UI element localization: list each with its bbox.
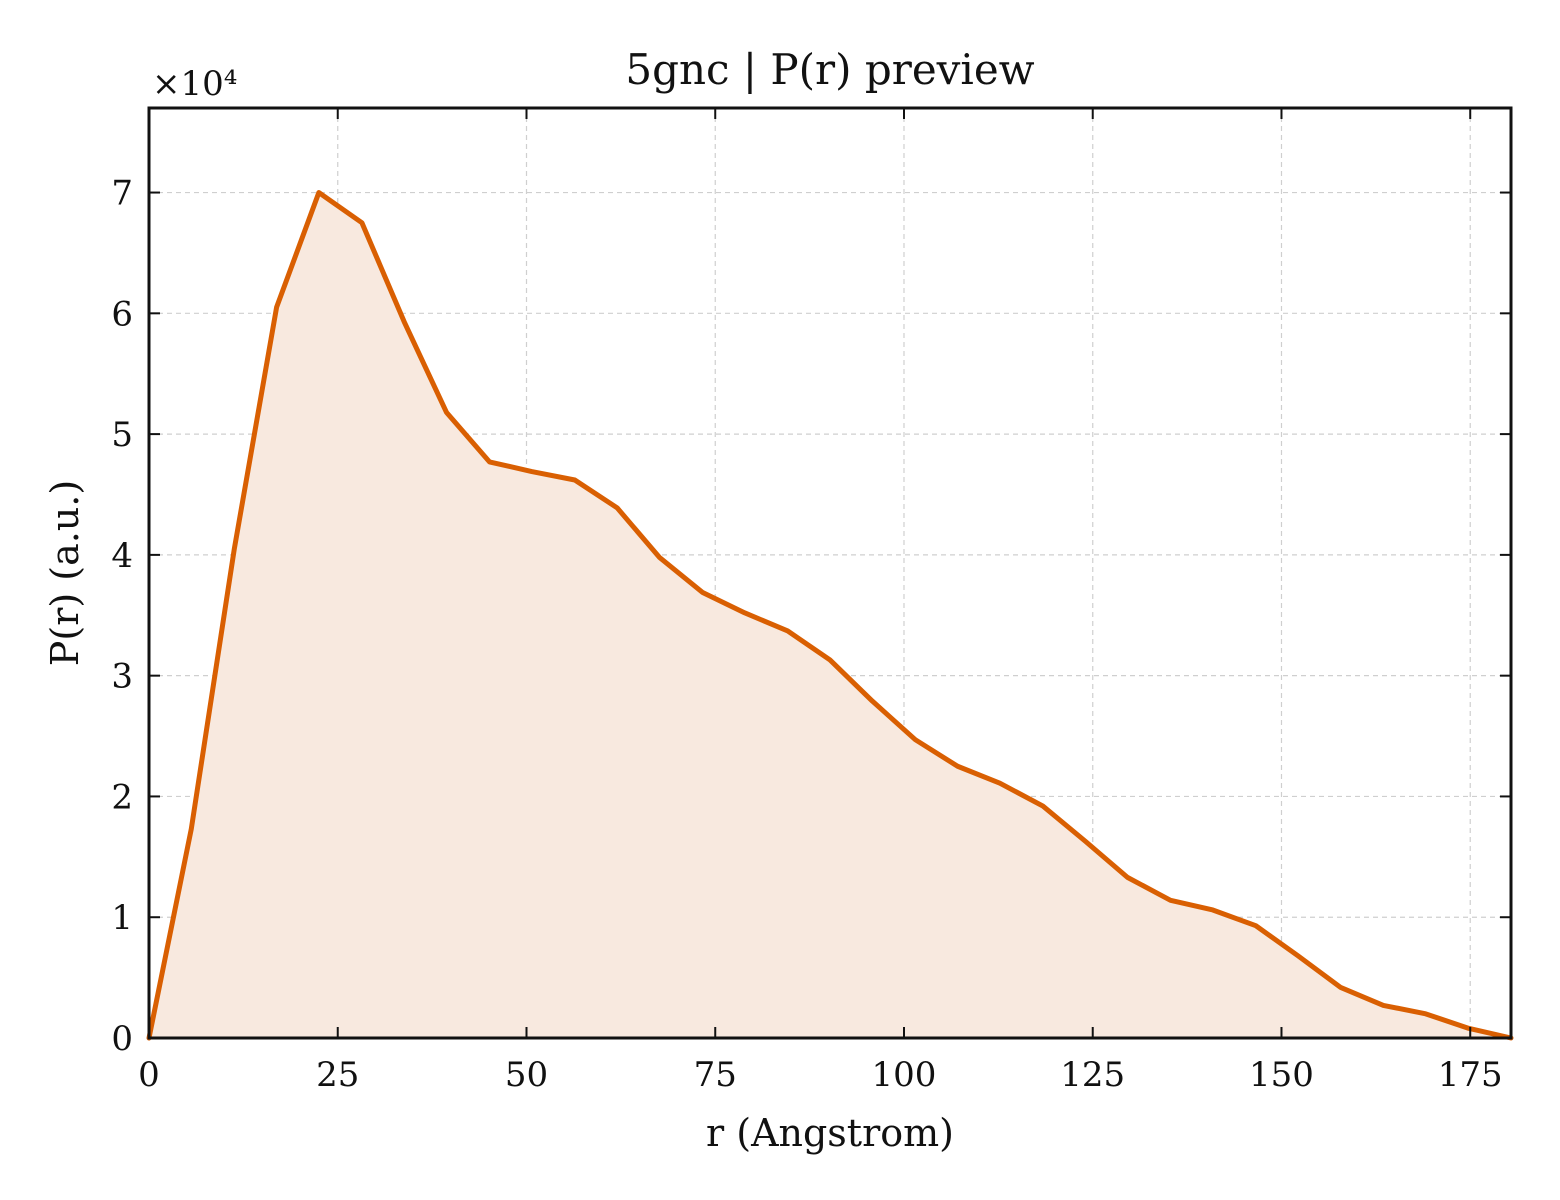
x-axis-label: r (Angstrom) bbox=[706, 1111, 954, 1155]
y-tick-label: 1 bbox=[111, 898, 133, 938]
x-tick-label: 50 bbox=[505, 1055, 548, 1095]
y-tick-label: 5 bbox=[111, 415, 133, 455]
series-line bbox=[146, 190, 1514, 1041]
tick-group: 0 25 50 75 100 125 150 175 0 1 2 3 4 5 6 7 bbox=[111, 108, 1511, 1095]
y-tick-label: 6 bbox=[111, 294, 133, 334]
x-tick-label: 25 bbox=[316, 1055, 359, 1095]
y-tick-label: 4 bbox=[111, 536, 133, 576]
y-tick-label: 3 bbox=[111, 657, 133, 697]
y-tick-label: 0 bbox=[111, 1019, 133, 1059]
y-tick-label: 2 bbox=[111, 777, 133, 817]
plot-frame bbox=[147, 106, 1513, 1040]
x-tick-label: 100 bbox=[872, 1055, 937, 1095]
x-tick-label: 75 bbox=[694, 1055, 737, 1095]
plot-group bbox=[146, 190, 1514, 1041]
y-tick-label: 7 bbox=[111, 174, 133, 214]
x-tick-label: 0 bbox=[138, 1055, 160, 1095]
x-tick-label: 150 bbox=[1249, 1055, 1314, 1095]
y-axis-label: P(r) (a.u.) bbox=[43, 480, 87, 666]
chart-title: 5gnc | P(r) preview bbox=[625, 45, 1034, 94]
series-area-fill bbox=[149, 192, 1511, 1039]
x-tick-label: 125 bbox=[1060, 1055, 1125, 1095]
x-tick-label: 175 bbox=[1438, 1055, 1503, 1095]
y-axis-multiplier: ×10⁴ bbox=[152, 64, 237, 104]
